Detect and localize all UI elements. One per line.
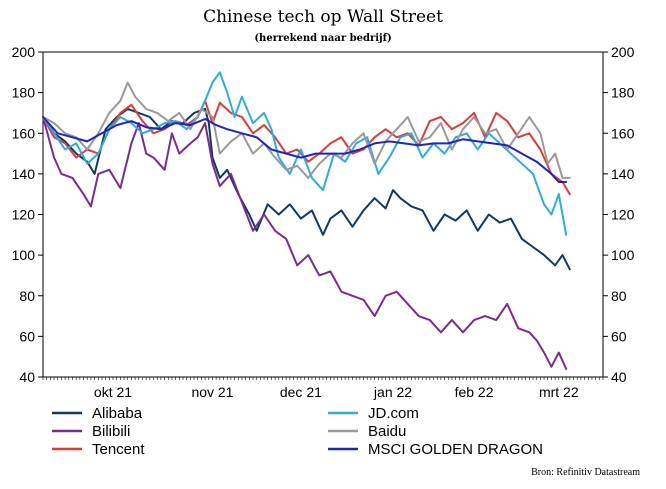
y-tick-label-left: 160 [12,125,36,141]
y-tick-label-right: 200 [611,44,635,60]
y-tick-label-left: 100 [12,247,36,263]
chart-subtitle: (herrekend naar bedrijf) [254,33,391,44]
y-tick-label-left: 80 [19,288,35,304]
series-lines [42,71,571,370]
x-tick-label: mrt 22 [539,384,579,400]
series-line-msci-golden-dragon [42,116,568,183]
legend-label: Baidu [368,423,406,440]
legend-label: Bilibili [92,423,130,440]
y-tick-label-right: 180 [611,85,635,101]
y-tick-label-left: 120 [12,207,36,223]
legend-label: JD.com [368,405,419,422]
x-tick-label: feb 22 [455,384,494,400]
legend-label: Tencent [92,441,145,458]
y-tick-label-left: 40 [19,369,35,385]
chart-title: Chinese tech op Wall Street [203,7,443,27]
y-tick-label-left: 200 [12,44,36,60]
y-tick-label-right: 40 [611,369,627,385]
y-tick-label-left: 60 [19,328,35,344]
y-tick-label-right: 60 [611,328,627,344]
chart-legend: Alibaba JD.com Bilibili Baidu Tencent MSCI GO… [52,405,543,458]
y-tick-label-left: 140 [12,166,36,182]
y-tick-label-left: 180 [12,85,36,101]
x-tick-label: okt 21 [94,384,132,400]
legend-label: Alibaba [92,405,143,422]
y-tick-label-right: 120 [611,207,635,223]
y-tick-label-right: 100 [611,247,635,263]
x-tick-label: dec 21 [280,384,322,400]
y-tick-label-right: 160 [611,125,635,141]
source-note: Bron: Refinitiv Datastream [531,467,640,478]
series-line-bilibili [42,116,568,370]
y-tick-label-right: 80 [611,288,627,304]
legend-label: MSCI GOLDEN DRAGON [368,441,543,458]
series-line-baidu [42,81,571,179]
y-tick-label-right: 140 [611,166,635,182]
plot-axes: 40 40 60 60 80 80 100 100 120 120 140 140 160 160 180 1… [12,44,635,400]
series-line-alibaba [42,107,571,271]
x-tick-label: jan 22 [373,384,412,400]
x-tick-label: nov 21 [191,384,233,400]
